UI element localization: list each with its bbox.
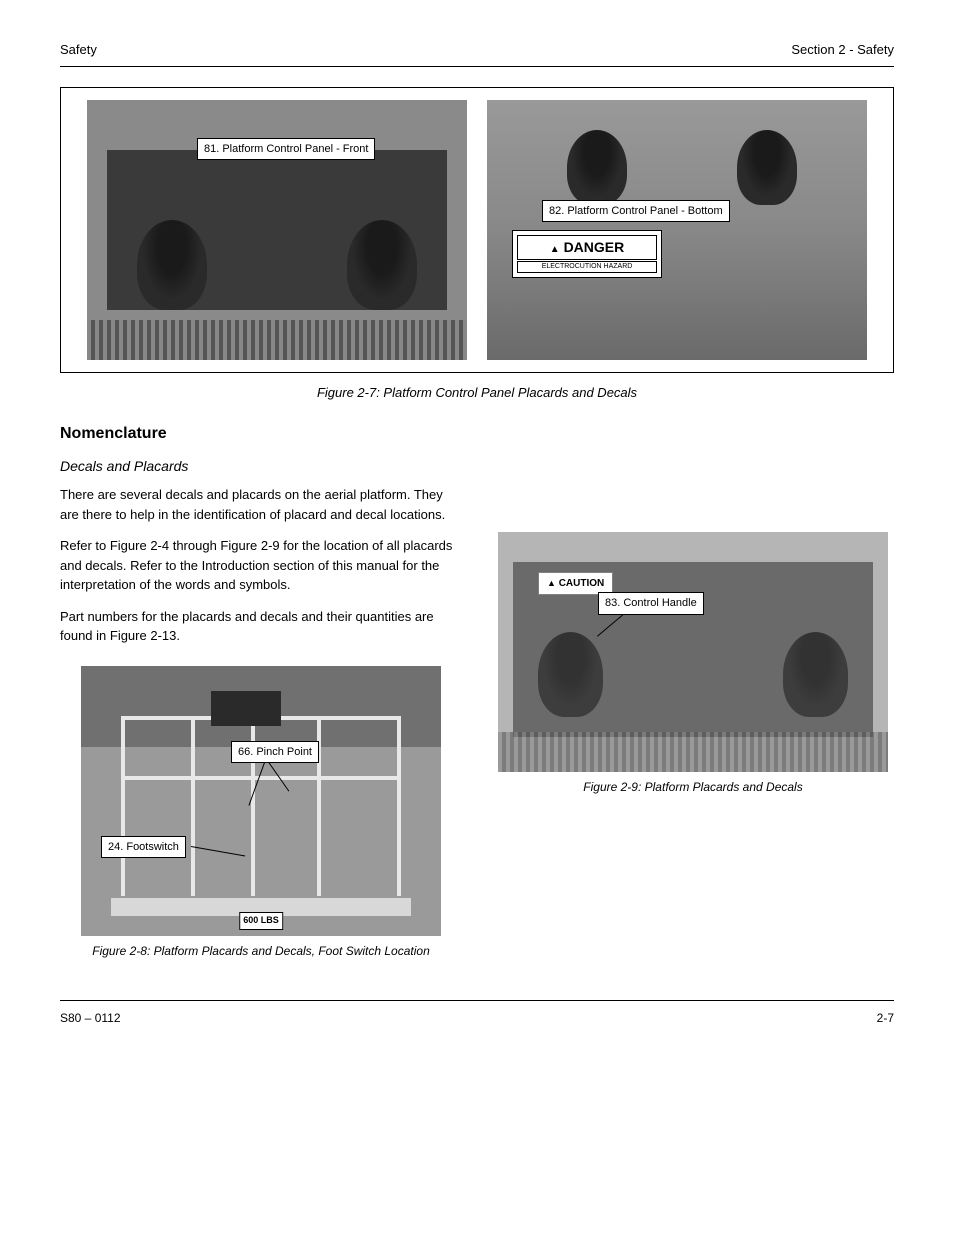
rail-v1 [191,716,195,896]
danger-placard: ▲ DANGER ELECTROCUTION HAZARD [512,230,662,279]
joystick-right [347,220,417,310]
figure-7-box: 81. Platform Control Panel - Front ▲ DAN… [60,87,894,373]
rail-left [121,716,125,896]
rail-mid [121,776,401,780]
paragraph-2: Refer to Figure 2-4 through Figure 2-9 f… [60,536,462,595]
left-column: Nomenclature Decals and Placards There a… [60,422,462,960]
joystick-fig9-left [538,632,603,717]
fig8-image: 66. Pinch Point 24. Footswitch 600 LBS [81,666,441,936]
header-left: Safety [60,40,97,60]
rail-right [397,716,401,896]
joystick-bottom-right [737,130,797,205]
control-handle-label: 83. Control Handle [598,592,704,615]
joystick-fig9-right [783,632,848,717]
paragraph-1: There are several decals and placards on… [60,485,462,524]
capacity-placard: 600 LBS [239,912,283,930]
panel-front-label: 81. Platform Control Panel - Front [197,138,375,161]
right-column: ▲ CAUTION 83. Control Handle Figure 2-9:… [492,422,894,960]
joystick-left [137,220,207,310]
right-col-spacer [492,422,894,532]
footer-right: 2-7 [877,1009,894,1027]
figure-7-caption: Figure 2-7: Platform Control Panel Placa… [60,383,894,403]
paragraph-3: Part numbers for the placards and decals… [60,607,462,646]
footswitch-label: 24. Footswitch [101,836,186,859]
nomenclature-heading: Nomenclature [60,422,462,446]
danger-header: ▲ DANGER [517,235,657,260]
fig7-image-bottom: ▲ DANGER ELECTROCUTION HAZARD 82. Platfo… [487,100,867,360]
control-box [211,691,281,726]
grate-texture [87,320,467,360]
panel-bottom-label: 82. Platform Control Panel - Bottom [542,200,730,223]
header-right: Section 2 - Safety [791,40,894,60]
fig9-image: ▲ CAUTION 83. Control Handle [498,532,888,772]
two-column-layout: Nomenclature Decals and Placards There a… [60,422,894,960]
grate-fig9 [498,732,888,772]
page-footer: S80 – 0112 2-7 [60,1000,894,1027]
figure-8-container: 66. Pinch Point 24. Footswitch 600 LBS F… [60,666,462,960]
pinch-point-label: 66. Pinch Point [231,741,319,764]
footer-left: S80 – 0112 [60,1009,121,1027]
fig7-image-front: 81. Platform Control Panel - Front [87,100,467,360]
figure-9-caption: Figure 2-9: Platform Placards and Decals [492,778,894,796]
page-header: Safety Section 2 - Safety [60,40,894,67]
decals-subheading: Decals and Placards [60,456,462,477]
joystick-bottom-left [567,130,627,205]
figure-8-caption: Figure 2-8: Platform Placards and Decals… [60,942,462,960]
danger-subtext: ELECTROCUTION HAZARD [517,261,657,274]
